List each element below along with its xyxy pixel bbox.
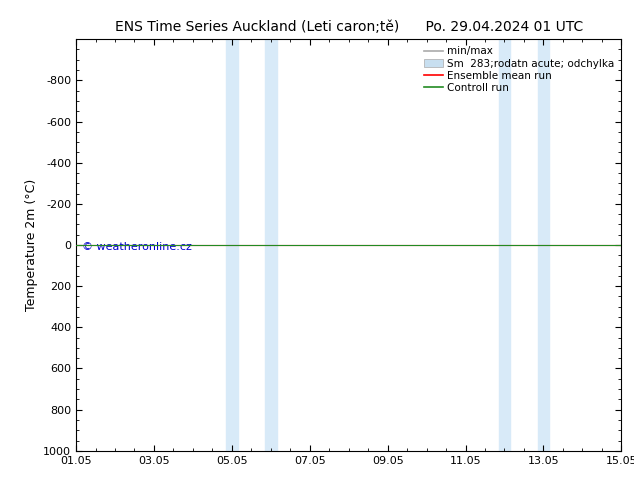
Text: © weatheronline.cz: © weatheronline.cz — [82, 242, 191, 252]
Bar — [538, 39, 549, 451]
Legend: min/max, Sm  283;rodatn acute; odchylka, Ensemble mean run, Controll run: min/max, Sm 283;rodatn acute; odchylka, … — [422, 45, 616, 95]
Y-axis label: Temperature 2m (°C): Temperature 2m (°C) — [25, 179, 37, 311]
Bar — [498, 39, 510, 451]
Bar — [226, 39, 238, 451]
Bar — [265, 39, 276, 451]
Title: ENS Time Series Auckland (Leti caron;tě)      Po. 29.04.2024 01 UTC: ENS Time Series Auckland (Leti caron;tě)… — [115, 20, 583, 34]
